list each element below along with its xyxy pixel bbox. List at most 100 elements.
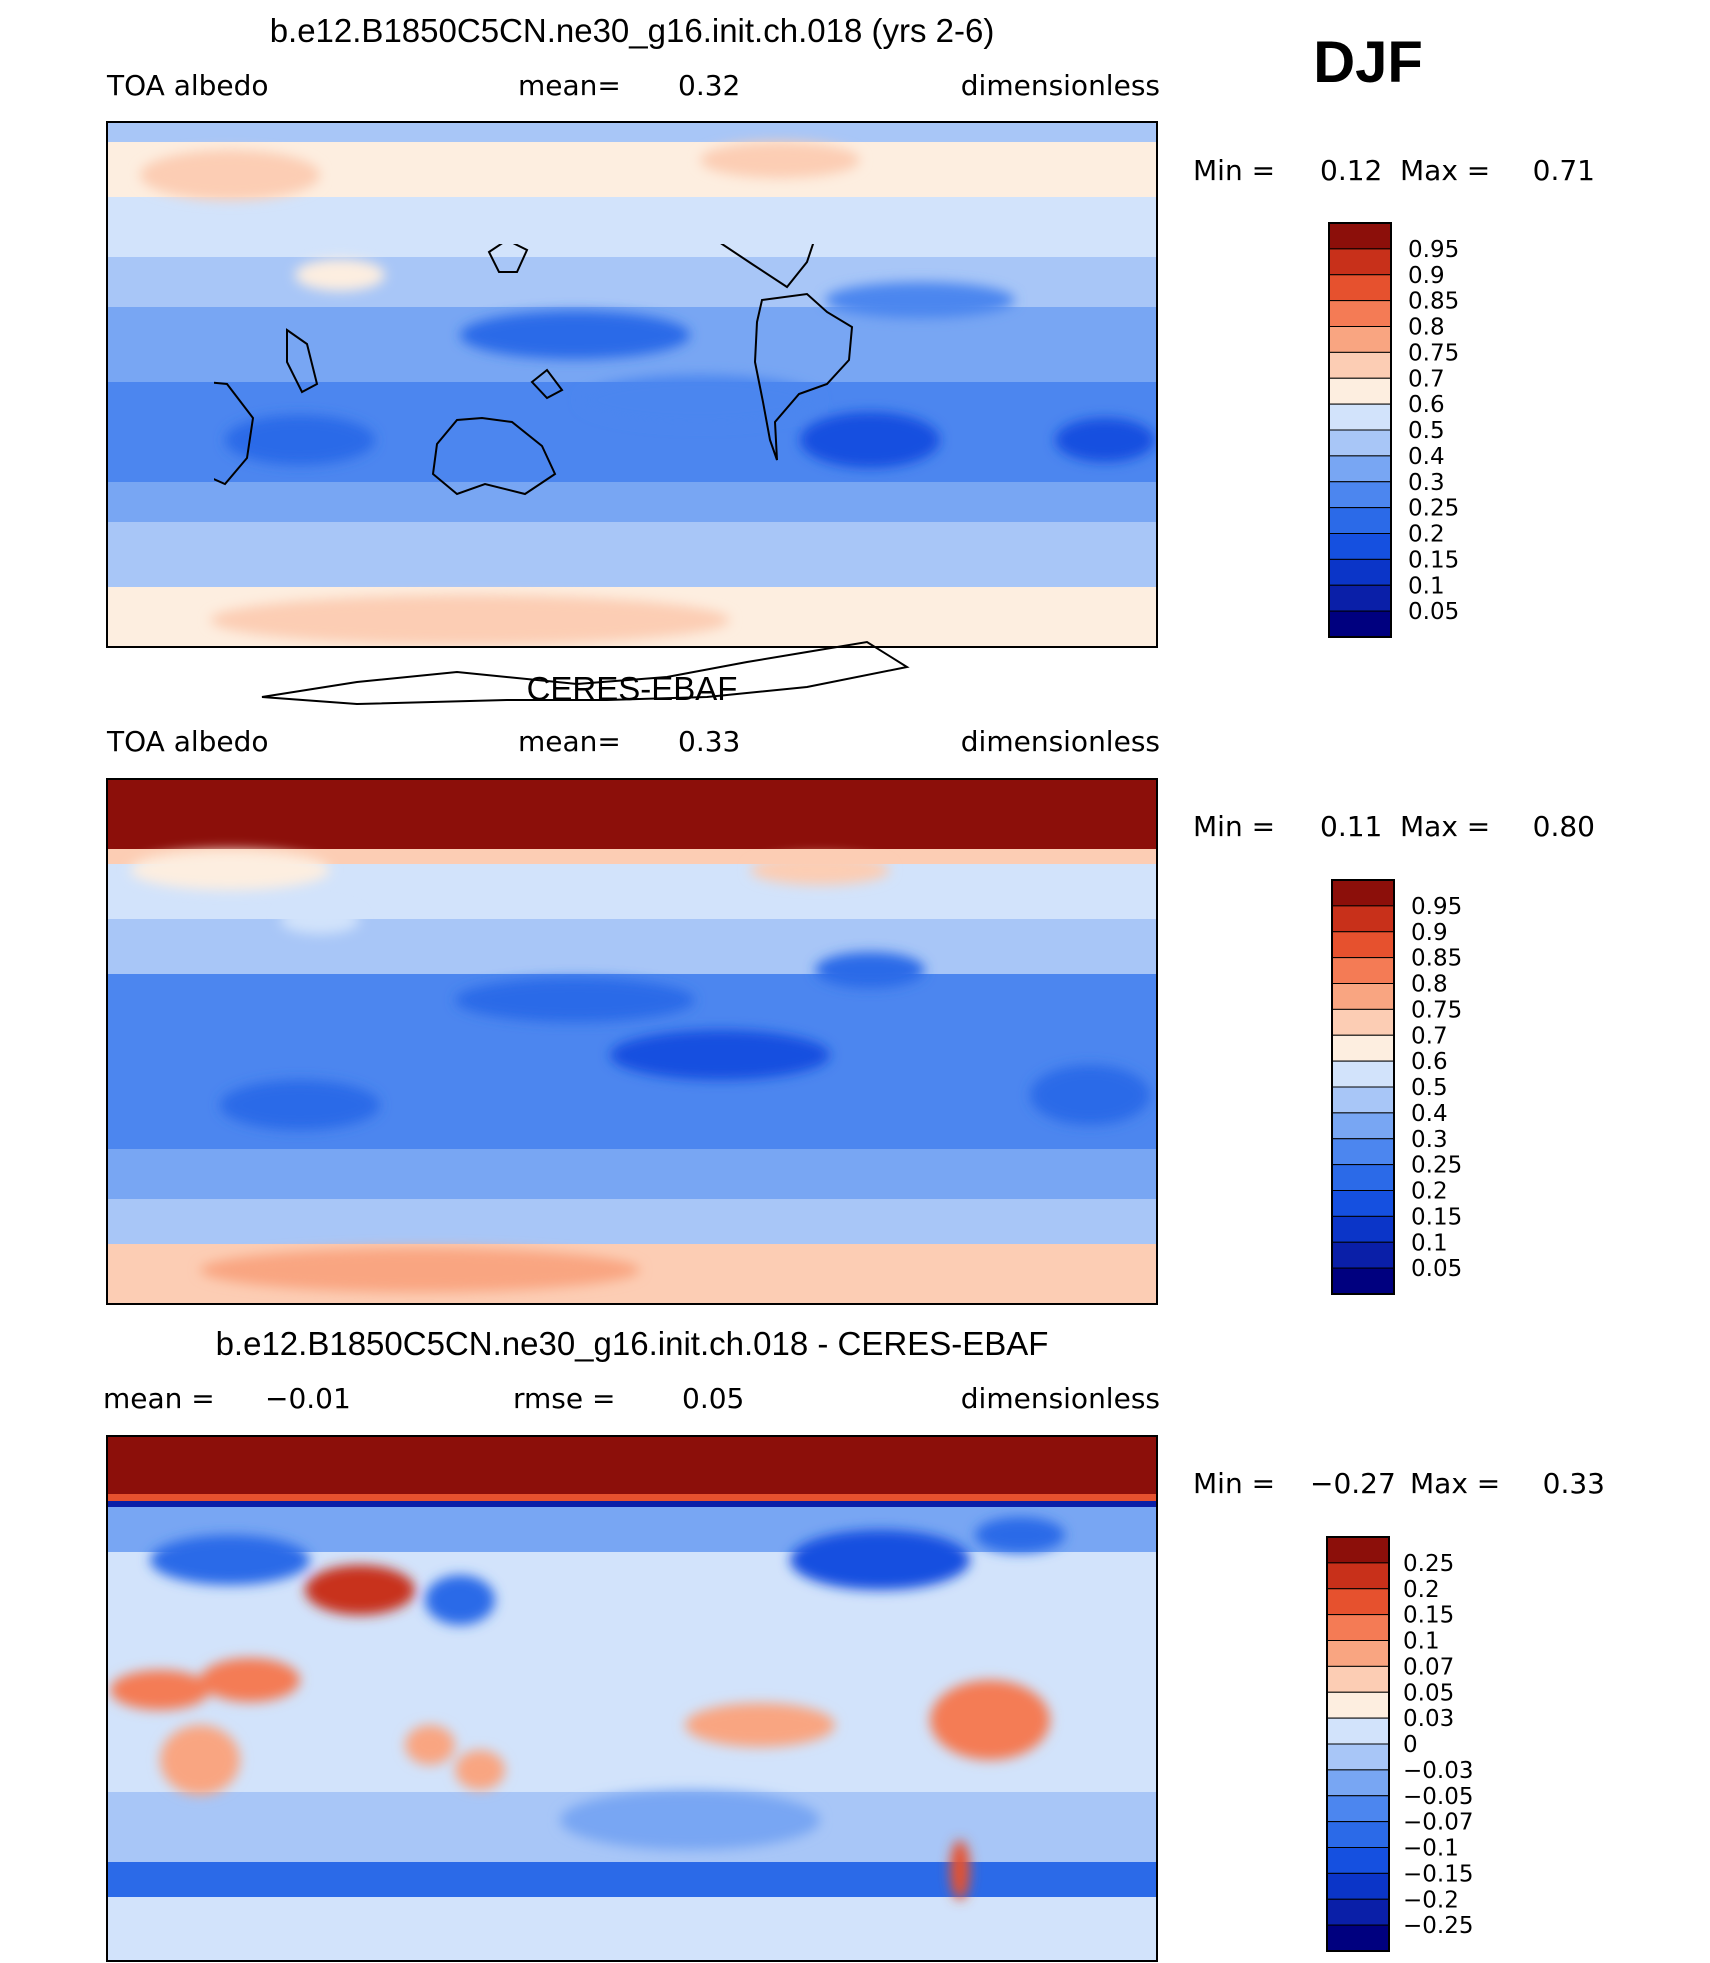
colorbar-swatch (1331, 983, 1395, 1010)
colorbar-swatch (1328, 326, 1392, 353)
colorbar-tick-label: 0.15 (1408, 547, 1459, 573)
season-label: DJF (1313, 30, 1423, 95)
coastline (431, 416, 557, 496)
coastline (487, 244, 529, 273)
blob-positive (405, 1725, 455, 1765)
colorbar-tick-label: 0.4 (1411, 1101, 1448, 1127)
colorbar-swatch (1328, 248, 1392, 276)
colorbar-swatch (1328, 351, 1392, 379)
colorbar-swatch (1331, 1241, 1395, 1269)
colorbar-tick-label: 0.25 (1403, 1551, 1454, 1577)
band-southern-ocean (107, 522, 1157, 587)
colorbar-tick-label: 0.05 (1408, 599, 1459, 625)
units-label: dimensionless (961, 725, 1160, 758)
colorbar-swatch (1328, 274, 1392, 302)
band-south-subtropics (107, 482, 1157, 522)
colorbar-tick-label: 0.1 (1403, 1629, 1440, 1655)
colorbar-swatch (1326, 1769, 1390, 1797)
blob-high-albedo (130, 850, 330, 890)
blob-positive (455, 1750, 505, 1790)
band-arctic-edge (107, 1494, 1157, 1501)
coastlines (214, 244, 910, 706)
map-frame (106, 1435, 1158, 1962)
panel-observation: CERES-EBAF TOA albedo mean= 0.33 dimensi… (106, 670, 1595, 1305)
colorbar-tick-label: 0.75 (1408, 340, 1459, 366)
blob-negative (425, 1575, 495, 1625)
colorbar-tick-label: 0.15 (1403, 1603, 1454, 1629)
colorbar-swatch (1331, 1060, 1395, 1088)
colorbar-tick-label: 0.2 (1403, 1577, 1440, 1603)
colorbar-swatch (1331, 1190, 1395, 1217)
blob-positive (685, 1703, 835, 1747)
colorbar-swatch (1328, 610, 1392, 638)
colorbar-tick-label: 0.9 (1408, 263, 1445, 289)
blob-negative (790, 1530, 970, 1590)
colorbar: 0.950.90.850.80.750.70.60.50.40.30.250.2… (1328, 222, 1459, 638)
blob-negative (560, 1790, 820, 1850)
colorbar-swatch (1326, 1614, 1390, 1641)
colorbar-swatch (1328, 533, 1392, 560)
colorbar-swatch (1331, 879, 1395, 907)
blob-low-albedo (580, 375, 820, 425)
blob-low-albedo (225, 415, 375, 465)
colorbar-tick-label: −0.07 (1403, 1810, 1473, 1836)
variable-label: TOA albedo (106, 725, 269, 758)
colorbar: 0.950.90.850.80.750.70.60.50.40.30.250.2… (1331, 879, 1462, 1295)
colorbar-tick-label: −0.15 (1403, 1861, 1473, 1887)
blob-high-albedo (280, 906, 360, 934)
colorbar-frame (1331, 879, 1395, 1295)
mean-label: mean= (518, 725, 621, 758)
colorbar-tick-label: 0.4 (1408, 444, 1445, 470)
colorbar-swatch (1331, 1086, 1395, 1114)
colorbar-swatch (1326, 1536, 1390, 1564)
blob-positive (200, 1658, 300, 1702)
min-label: Min = (1193, 1467, 1275, 1500)
min-value: −0.27 (1310, 1467, 1396, 1500)
colorbar-swatch (1331, 1112, 1395, 1140)
band-antarctic (107, 1897, 1157, 1961)
panel-model: b.e12.B1850C5CN.ne30_g16.init.ch.018 (yr… (106, 12, 1595, 706)
blob-low-albedo (455, 978, 695, 1022)
colorbar-swatch (1331, 905, 1395, 933)
band-arctic-edge (107, 849, 1157, 864)
blob-low-albedo (610, 1030, 830, 1080)
colorbar-tick-label: 0.95 (1408, 237, 1459, 263)
band-arctic-edge (107, 1501, 1157, 1507)
colorbar-tick-label: 0.5 (1411, 1075, 1448, 1101)
colorbar-frame (1328, 222, 1392, 638)
band-arctic (107, 1436, 1157, 1494)
colorbar-swatch (1326, 1665, 1390, 1693)
colorbar-swatch (1326, 1691, 1390, 1719)
colorbar-swatch (1331, 1164, 1395, 1191)
map-field (107, 779, 1157, 1304)
colorbar-swatch (1326, 1898, 1390, 1926)
colorbar-tick-label: 0.2 (1411, 1179, 1448, 1205)
blob-low-albedo (800, 412, 940, 468)
min-value: 0.11 (1320, 810, 1382, 843)
colorbar-swatch (1328, 584, 1392, 612)
map-field (107, 1436, 1157, 1961)
colorbar-tick-label: 0.5 (1408, 418, 1445, 444)
colorbar-swatch (1331, 1034, 1395, 1062)
blob-positive (930, 1680, 1050, 1760)
colorbar-swatch (1328, 300, 1392, 327)
colorbar-tick-label: 0.95 (1411, 894, 1462, 920)
colorbar-swatch (1328, 403, 1392, 431)
map-field (107, 122, 1157, 647)
colorbar-tick-label: 0.05 (1411, 1256, 1462, 1282)
colorbar-swatch (1331, 1267, 1395, 1295)
map-frame (106, 778, 1158, 1305)
colorbar-swatch (1326, 1717, 1390, 1745)
coastline (753, 292, 854, 461)
blob-high-albedo (210, 595, 730, 645)
min-label: Min = (1193, 810, 1275, 843)
blob-low-albedo (1055, 418, 1155, 462)
colorbar-tick-label: 0.07 (1403, 1654, 1454, 1680)
colorbar-tick-label: −0.05 (1403, 1784, 1473, 1810)
colorbar-tick-label: 0.8 (1408, 315, 1445, 341)
coastline (214, 381, 255, 486)
colorbar-tick-label: 0.3 (1411, 1127, 1448, 1153)
colorbar-tick-label: 0.2 (1408, 522, 1445, 548)
map-frame (106, 121, 1158, 648)
colorbar-tick-label: 0.7 (1408, 366, 1445, 392)
